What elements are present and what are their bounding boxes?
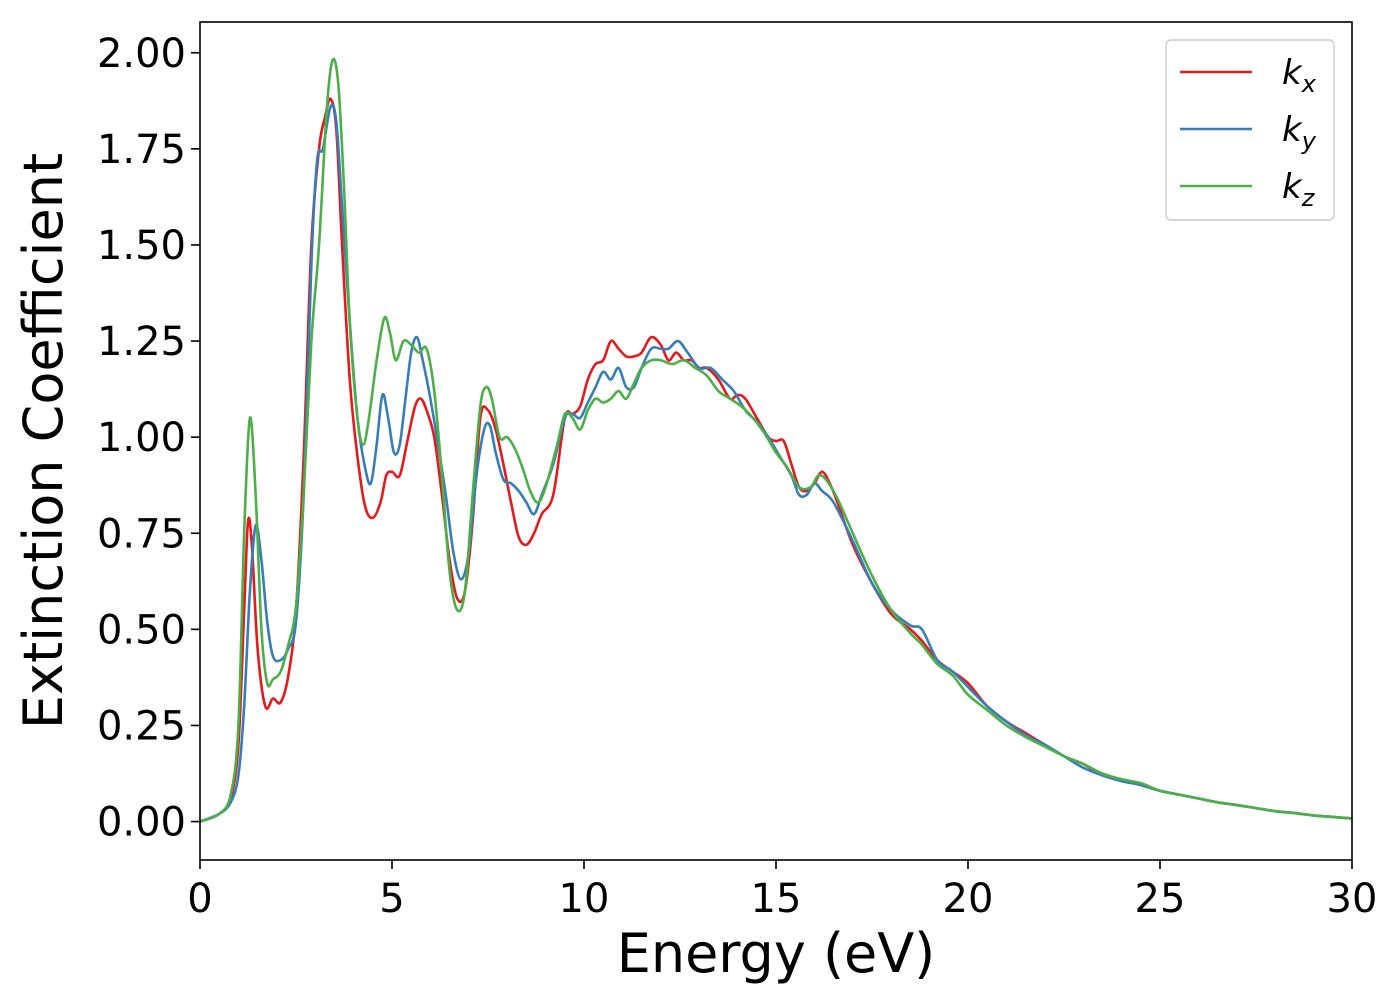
legend-entry: kx (1282, 53, 1317, 98)
y-tick-label: 0.25 (97, 703, 186, 749)
y-axis: 0.00 0.25 0.50 0.75 1.00 1.25 1.50 1.75 2.00 (97, 31, 200, 846)
x-axis-label: Energy (eV) (617, 922, 936, 985)
y-axis-label: Extinction Coefficient (12, 153, 75, 729)
y-tick-label: 1.50 (97, 223, 186, 269)
y-tick-label: 2.00 (97, 31, 186, 77)
y-tick-label: 1.25 (97, 319, 186, 365)
x-tick-label: 25 (1135, 876, 1186, 922)
x-tick-label: 15 (751, 876, 802, 922)
x-tick-label: 10 (559, 876, 610, 922)
series-lines (199, 57, 1353, 823)
x-tick-label: 20 (943, 876, 994, 922)
y-tick-label: 0.50 (97, 607, 186, 653)
y-tick-label: 1.75 (97, 127, 186, 173)
legend-entry: ky (1282, 110, 1317, 155)
x-tick-label: 30 (1327, 876, 1378, 922)
y-tick-label: 0.75 (97, 511, 186, 557)
y-tick-label: 1.00 (97, 415, 186, 461)
series-line-k-z (199, 57, 1353, 823)
x-axis: 0 5 10 15 20 25 30 (187, 860, 1377, 922)
legend-entry: kz (1282, 167, 1316, 212)
legend: kx ky kz (1165, 39, 1335, 221)
x-tick-label: 0 (187, 876, 212, 922)
y-tick-label: 0.00 (97, 800, 186, 846)
x-tick-label: 5 (379, 876, 404, 922)
